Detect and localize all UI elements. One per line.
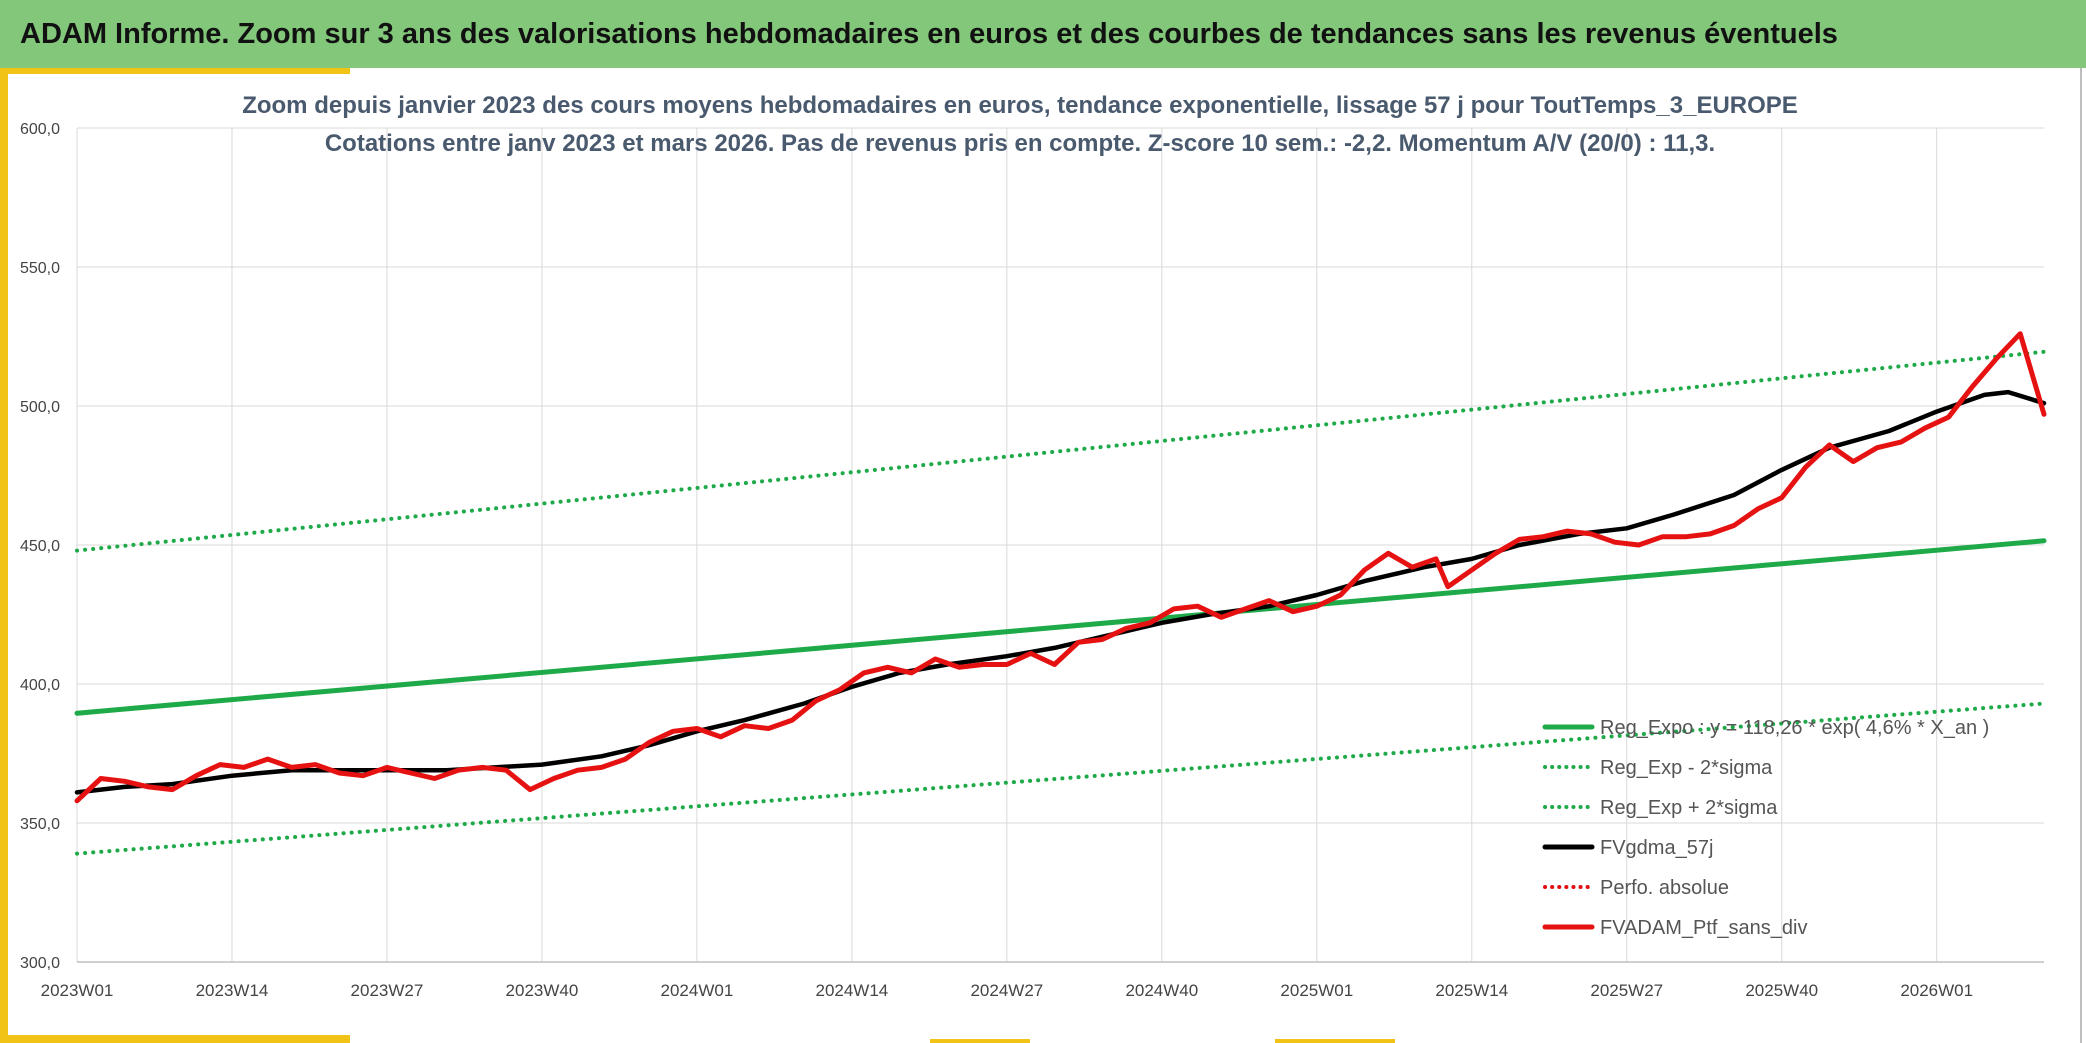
y-tick-label: 600,0: [20, 121, 60, 138]
frame-border-right: [2080, 68, 2082, 1043]
portfolio-value-line: [74, 331, 2047, 804]
grid: [76, 127, 2044, 962]
x-tick-label: 2024W01: [661, 981, 734, 1000]
y-axis-ticks: 300,0 350,0 400,0 450,0 500,0 550,0 600,0: [20, 121, 60, 972]
page-title: ADAM Informe. Zoom sur 3 ans des valoris…: [20, 18, 1838, 50]
x-tick-label: 2025W27: [1590, 981, 1663, 1000]
x-axis-ticks: 2023W01 2023W14 2023W27 2023W40 2024W01 2024W…: [41, 981, 1973, 1000]
y-tick-label: 500,0: [20, 399, 60, 416]
accent-stripe-left: [0, 68, 8, 1043]
accent-stripe-bottom: [0, 1035, 350, 1043]
legend-label: Perfo. absolue: [1600, 877, 1729, 899]
series-group: [74, 331, 2047, 856]
y-tick-label: 400,0: [20, 677, 60, 694]
legend-label: FVADAM_Ptf_sans_div: [1600, 917, 1808, 939]
chart-subtitle: Cotations entre janv 2023 et mars 2026. …: [324, 130, 1716, 157]
y-tick-label: 350,0: [20, 816, 60, 833]
y-tick-label: 450,0: [20, 538, 60, 555]
lower-band-line: [75, 701, 2046, 856]
legend: Reg_Expo : y = 118,26 * exp( 4,6% * X_an…: [1542, 717, 1989, 939]
x-tick-label: 2024W14: [815, 981, 888, 1000]
upper-band-line: [75, 349, 2046, 553]
x-tick-label: 2025W01: [1280, 981, 1353, 1000]
legend-label: Reg_Expo : y = 118,26 * exp( 4,6% * X_an…: [1600, 717, 1989, 739]
chart-title: Zoom depuis janvier 2023 des cours moyen…: [242, 92, 1798, 119]
x-tick-label: 2024W27: [970, 981, 1043, 1000]
x-tick-label: 2025W40: [1745, 981, 1818, 1000]
x-tick-label: 2026W01: [1900, 981, 1973, 1000]
y-tick-label: 300,0: [20, 955, 60, 972]
accent-stripe-bottom-mid: [930, 1039, 1030, 1043]
x-tick-label: 2023W40: [506, 981, 579, 1000]
legend-label: Reg_Exp + 2*sigma: [1600, 797, 1778, 819]
x-tick-label: 2025W14: [1435, 981, 1508, 1000]
x-tick-label: 2023W27: [351, 981, 424, 1000]
x-tick-label: 2023W14: [196, 981, 269, 1000]
accent-stripe-top: [0, 68, 350, 74]
legend-label: FVgdma_57j: [1600, 837, 1713, 859]
x-tick-label: 2023W01: [41, 981, 114, 1000]
x-tick-label: 2024W40: [1125, 981, 1198, 1000]
header-bar: [0, 0, 2086, 68]
legend-label: Reg_Exp - 2*sigma: [1600, 757, 1773, 779]
y-tick-label: 550,0: [20, 260, 60, 277]
accent-stripe-bottom-mid: [1275, 1039, 1395, 1043]
trend-line: [74, 538, 2047, 716]
